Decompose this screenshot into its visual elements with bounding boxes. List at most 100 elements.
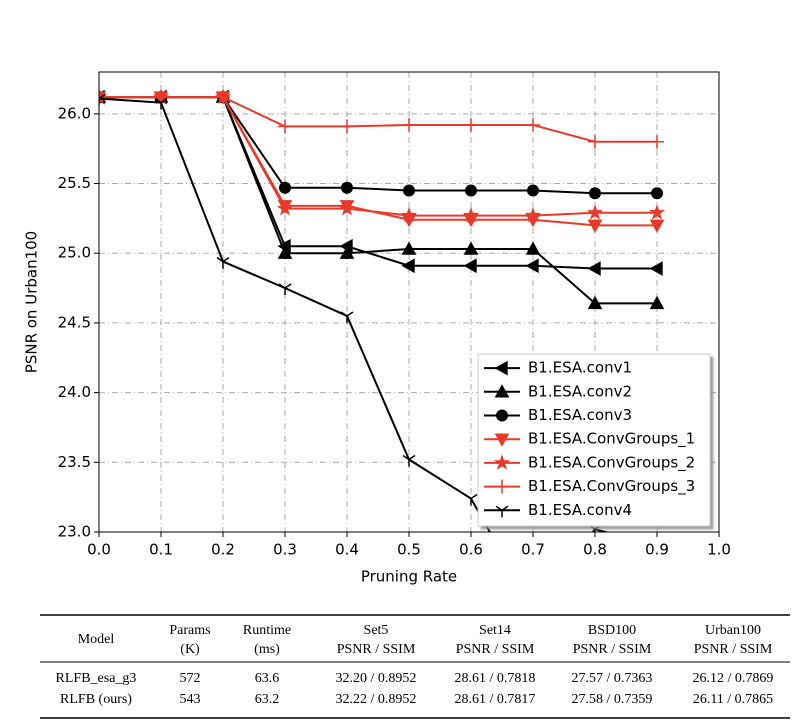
legend-label: B1.ESA.ConvGroups_1 xyxy=(528,430,695,449)
marker xyxy=(527,184,539,197)
marker xyxy=(649,295,665,310)
x-tick-label: 0.6 xyxy=(459,541,483,559)
header-cell: Set14 xyxy=(479,623,511,638)
table-cell: RLFB_esa_g3 xyxy=(56,671,137,686)
marker xyxy=(526,117,540,132)
marker xyxy=(588,134,602,149)
table-cell: 26.11 / 0.7865 xyxy=(693,692,773,707)
marker xyxy=(494,360,508,376)
x-tick-label: 0.7 xyxy=(521,541,545,559)
marker xyxy=(650,134,664,149)
marker xyxy=(463,241,479,255)
table-cell: 28.61 / 0.7818 xyxy=(455,671,536,686)
marker xyxy=(494,433,510,447)
plot-area xyxy=(99,88,666,616)
chart: 0.0 0.1 0.2 0.3 0.4 0.5 0.6 0.7 0.8 0.9 1.0 23.0 23.… xyxy=(23,71,731,616)
header-cell: PSNR / SSIM xyxy=(694,642,773,657)
header-cell: (ms) xyxy=(254,642,280,657)
x-tick-label: 0.8 xyxy=(583,541,607,559)
marker xyxy=(527,605,539,616)
marker xyxy=(525,241,541,255)
table: Model Params (K) Runtime (ms) Set5 PSNR / SSIM… xyxy=(40,614,790,719)
marker xyxy=(216,256,230,269)
marker xyxy=(496,409,508,422)
y-axis-label: PSNR on Urban100 xyxy=(23,231,41,373)
legend-label: B1.ESA.ConvGroups_2 xyxy=(528,453,695,472)
table-cell: 28.61 / 0.7817 xyxy=(455,692,536,707)
marker xyxy=(649,219,665,233)
marker xyxy=(216,90,230,105)
x-tick-label: 0.1 xyxy=(149,541,173,559)
marker xyxy=(278,119,292,134)
y-tick-label: 24.0 xyxy=(58,383,91,401)
series-line xyxy=(99,96,657,270)
marker xyxy=(462,207,480,223)
table-cell: 27.57 / 0.7363 xyxy=(572,671,653,686)
marker xyxy=(495,479,509,494)
legend-label: B1.ESA.conv2 xyxy=(528,382,632,400)
header-cell: Set5 xyxy=(364,623,389,638)
y-tick-label: 25.0 xyxy=(58,244,91,262)
x-tick-label: 0.0 xyxy=(87,541,111,559)
marker xyxy=(464,117,478,132)
marker xyxy=(463,258,477,274)
table-cell: 63.6 xyxy=(255,671,280,686)
x-axis-label: Pruning Rate xyxy=(361,568,457,586)
marker xyxy=(340,311,354,323)
series-line xyxy=(99,96,657,195)
header-cell: (K) xyxy=(180,642,200,657)
marker xyxy=(651,187,663,200)
marker xyxy=(494,384,510,398)
marker xyxy=(341,181,353,194)
x-tick-label: 0.3 xyxy=(273,541,297,559)
table-cell: 27.58 / 0.7359 xyxy=(572,692,653,707)
marker xyxy=(401,241,417,255)
table-cell: 26.12 / 0.7869 xyxy=(693,671,774,686)
table-cell: RLFB (ours) xyxy=(60,692,132,707)
y-tick-label: 25.5 xyxy=(58,174,91,192)
marker xyxy=(403,184,415,197)
header-cell: Runtime xyxy=(243,623,291,638)
marker xyxy=(495,505,509,518)
marker xyxy=(586,204,604,220)
marker xyxy=(99,90,106,105)
marker xyxy=(587,295,603,310)
marker xyxy=(154,98,168,110)
marker xyxy=(649,261,663,276)
series-line xyxy=(99,96,657,227)
header-cell: Model xyxy=(78,632,115,647)
table-cell: 572 xyxy=(180,671,201,686)
table-cell: 543 xyxy=(180,692,201,707)
series-line xyxy=(99,96,657,305)
marker xyxy=(402,454,416,467)
marker xyxy=(589,187,601,200)
marker xyxy=(339,245,355,259)
marker xyxy=(99,93,106,106)
header-cell: PSNR / SSIM xyxy=(456,642,535,657)
marker xyxy=(648,204,666,220)
legend-label: B1.ESA.conv3 xyxy=(528,406,632,424)
table-cell: 32.22 / 0.8952 xyxy=(336,692,417,707)
header-cell: PSNR / SSIM xyxy=(573,642,652,657)
marker xyxy=(465,184,477,197)
header-cell: BSD100 xyxy=(588,623,636,638)
x-tick-label: 0.2 xyxy=(211,541,235,559)
x-tick-label: 1.0 xyxy=(707,541,731,559)
header-cell: Urban100 xyxy=(705,623,761,638)
header-cell: PSNR / SSIM xyxy=(337,642,416,657)
marker xyxy=(276,200,294,216)
legend-label: B1.ESA.conv1 xyxy=(528,359,632,377)
series-line xyxy=(99,96,657,143)
header-cell: Params xyxy=(169,623,210,638)
y-tick-label: 26.0 xyxy=(58,104,91,122)
marker xyxy=(587,219,603,233)
marker xyxy=(278,283,292,296)
x-tick-label: 0.9 xyxy=(645,541,669,559)
marker xyxy=(401,258,415,274)
plot-frame xyxy=(98,71,720,533)
x-tick-label: 0.4 xyxy=(335,541,359,559)
marker xyxy=(464,493,478,506)
marker xyxy=(587,261,601,276)
y-tick-label: 23.0 xyxy=(58,523,91,541)
y-tick-label: 24.5 xyxy=(58,313,91,331)
